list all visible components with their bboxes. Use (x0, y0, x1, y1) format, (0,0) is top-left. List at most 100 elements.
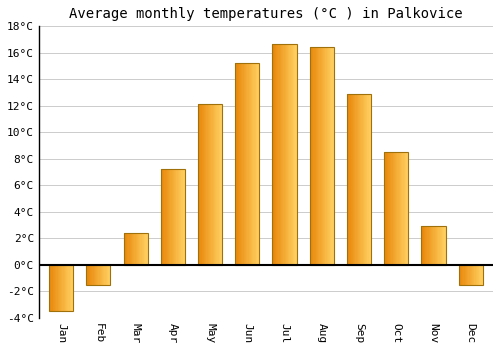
Bar (242, 63, 244, 265)
Bar (317, 48, 318, 265)
Bar (314, 48, 316, 265)
Bar (272, 43, 296, 265)
Bar (278, 43, 280, 265)
Bar (127, 233, 128, 265)
Bar (370, 94, 371, 265)
Bar (245, 63, 246, 265)
Bar (68, 265, 70, 311)
Bar (98, 265, 100, 285)
Bar (124, 233, 126, 265)
Bar (235, 63, 260, 265)
Bar (257, 63, 258, 265)
Bar (139, 233, 140, 265)
Bar (396, 152, 398, 265)
Bar (288, 43, 290, 265)
Bar (52, 265, 54, 311)
Bar (422, 226, 446, 265)
Bar (130, 233, 131, 265)
Bar (467, 265, 468, 285)
Bar (182, 169, 184, 265)
Bar (56, 265, 58, 311)
Bar (428, 226, 430, 265)
Bar (176, 169, 178, 265)
Bar (168, 169, 169, 265)
Bar (137, 233, 138, 265)
Bar (406, 152, 407, 265)
Bar (163, 169, 164, 265)
Bar (86, 265, 88, 285)
Bar (208, 105, 209, 265)
Bar (210, 105, 212, 265)
Bar (100, 265, 101, 285)
Bar (106, 265, 107, 285)
Bar (65, 265, 66, 311)
Bar (169, 169, 170, 265)
Bar (473, 265, 474, 285)
Bar (216, 105, 218, 265)
Bar (172, 169, 173, 265)
Bar (442, 226, 443, 265)
Bar (209, 105, 210, 265)
Bar (101, 265, 102, 285)
Bar (286, 43, 287, 265)
Bar (402, 152, 404, 265)
Bar (443, 226, 444, 265)
Bar (390, 152, 392, 265)
Bar (422, 226, 446, 265)
Bar (458, 265, 460, 285)
Bar (272, 43, 274, 265)
Bar (88, 265, 90, 285)
Bar (384, 152, 408, 265)
Bar (476, 265, 477, 285)
Bar (284, 43, 286, 265)
Bar (398, 152, 400, 265)
Bar (438, 226, 440, 265)
Bar (395, 152, 396, 265)
Bar (166, 169, 167, 265)
Bar (72, 265, 73, 311)
Bar (256, 63, 257, 265)
Bar (356, 94, 358, 265)
Bar (310, 48, 311, 265)
Bar (220, 105, 221, 265)
Bar (287, 43, 288, 265)
Bar (92, 265, 94, 285)
Bar (328, 48, 329, 265)
Bar (180, 169, 182, 265)
Bar (58, 265, 60, 311)
Bar (49, 265, 73, 311)
Bar (66, 265, 67, 311)
Bar (480, 265, 482, 285)
Bar (64, 265, 65, 311)
Bar (272, 43, 296, 265)
Bar (235, 63, 236, 265)
Bar (312, 48, 314, 265)
Bar (198, 105, 222, 265)
Bar (146, 233, 148, 265)
Bar (330, 48, 332, 265)
Bar (252, 63, 254, 265)
Bar (133, 233, 134, 265)
Bar (348, 94, 350, 265)
Bar (50, 265, 51, 311)
Bar (368, 94, 370, 265)
Bar (365, 94, 366, 265)
Bar (212, 105, 214, 265)
Bar (124, 233, 148, 265)
Bar (138, 233, 139, 265)
Bar (204, 105, 205, 265)
Bar (144, 233, 146, 265)
Bar (160, 169, 185, 265)
Bar (91, 265, 92, 285)
Bar (246, 63, 248, 265)
Bar (323, 48, 324, 265)
Bar (236, 63, 238, 265)
Bar (214, 105, 215, 265)
Bar (140, 233, 141, 265)
Bar (258, 63, 260, 265)
Bar (86, 265, 110, 285)
Bar (329, 48, 330, 265)
Bar (422, 226, 424, 265)
Bar (54, 265, 55, 311)
Bar (394, 152, 395, 265)
